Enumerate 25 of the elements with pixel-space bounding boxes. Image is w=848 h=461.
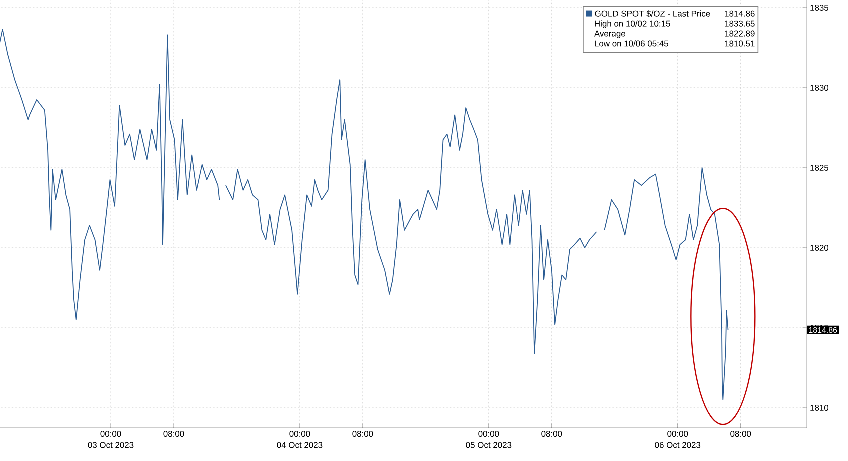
x-tick-label: 00:00 — [668, 431, 688, 438]
legend-label: GOLD SPOT $/OZ - Last Price — [595, 10, 710, 18]
y-tick-label: 1810 — [810, 405, 829, 411]
text: 05 Oct 2023 — [466, 442, 512, 448]
annotation: Low on 10/06 05:45 — [595, 40, 668, 47]
x-tick-label: 08:00 — [542, 431, 562, 438]
x-tick-label: 08:00 — [352, 431, 374, 438]
x-tick-label: 00:00 — [290, 431, 310, 438]
annotation: High on 10/02 10:15 — [595, 20, 670, 28]
y-tick-label: 1825 — [810, 165, 829, 171]
x-tick-label: 00:00 — [478, 431, 500, 438]
y-tick-label: 1820 — [810, 245, 829, 251]
text: 03 Oct 2023 — [88, 442, 134, 448]
annotation: Average — [594, 30, 626, 38]
annotation: 1822.89 — [725, 30, 755, 37]
text: 04 Oct 2023 — [277, 442, 323, 448]
annotation: 1814.86 — [725, 10, 755, 17]
text: 06 Oct 2023 — [655, 442, 701, 448]
annotation: 1810.51 — [725, 40, 755, 47]
x-tick-label: 08:00 — [164, 431, 184, 438]
y-tick-label: 1830 — [810, 85, 829, 91]
x-tick-label: 08:00 — [730, 431, 752, 438]
annotation: 1833.65 — [725, 20, 755, 27]
y-tick-label: 1835 — [810, 5, 829, 11]
x-tick-label: 00:00 — [100, 431, 122, 438]
